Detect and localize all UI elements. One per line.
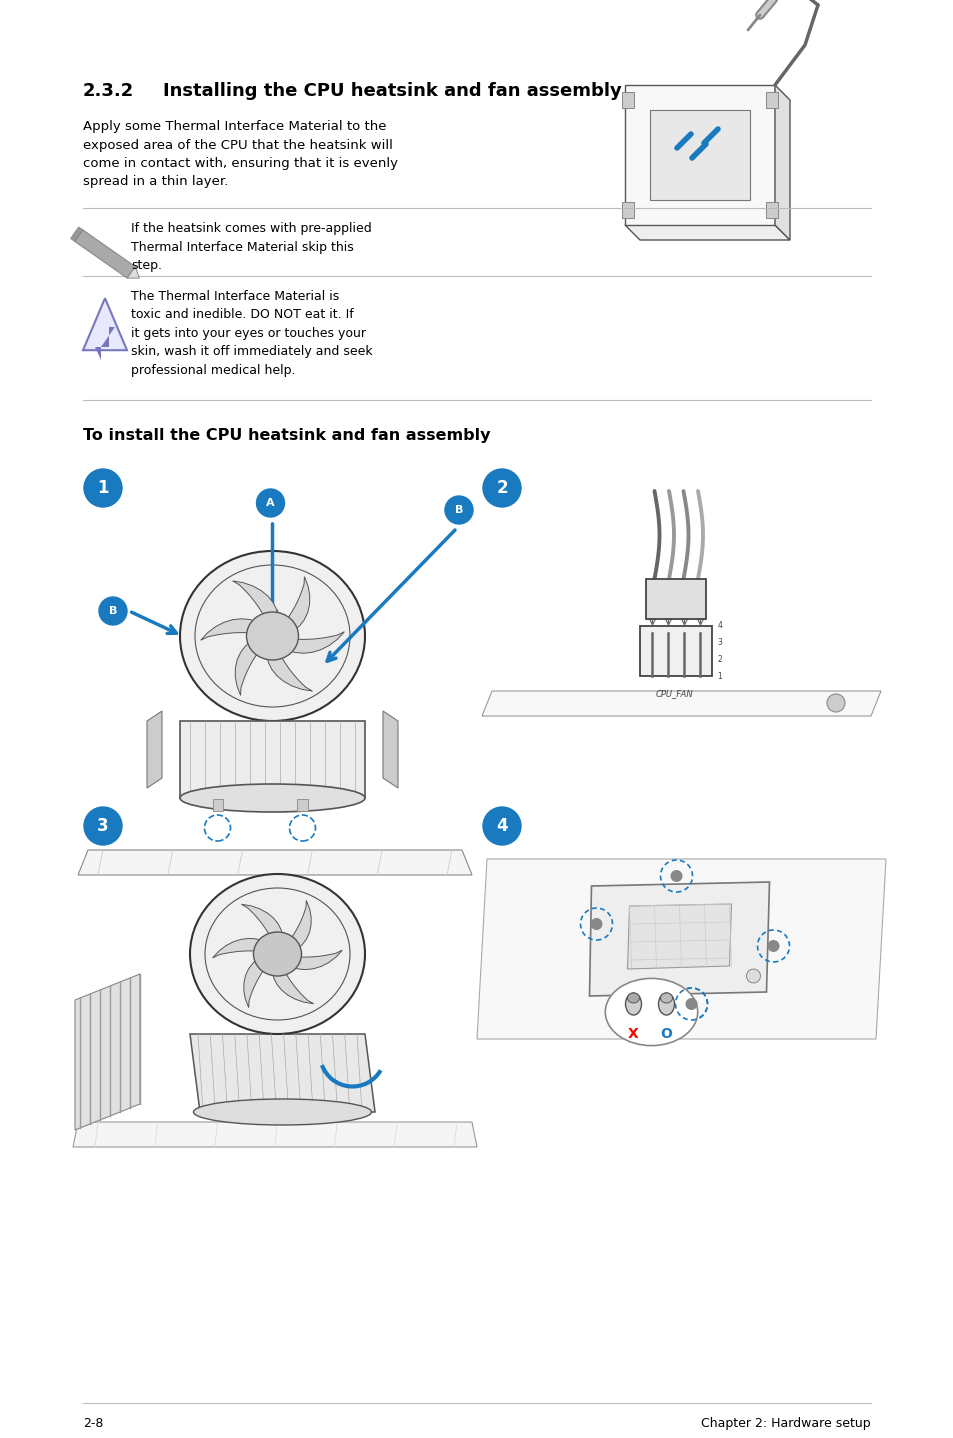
FancyBboxPatch shape: [765, 92, 778, 108]
Polygon shape: [213, 939, 263, 958]
Text: If the heatsink comes with pre-applied
Thermal Interface Material skip this
step: If the heatsink comes with pre-applied T…: [131, 221, 372, 272]
Polygon shape: [481, 692, 880, 716]
Text: Installing the CPU heatsink and fan assembly: Installing the CPU heatsink and fan asse…: [163, 82, 621, 101]
Text: A: A: [266, 498, 274, 508]
Polygon shape: [235, 641, 258, 696]
Circle shape: [745, 969, 760, 984]
Polygon shape: [147, 710, 162, 788]
Circle shape: [685, 998, 697, 1009]
Text: CPU_FAN: CPU_FAN: [655, 689, 693, 697]
FancyBboxPatch shape: [646, 580, 706, 618]
Circle shape: [99, 597, 127, 626]
Ellipse shape: [193, 1099, 371, 1125]
Ellipse shape: [190, 874, 365, 1034]
Text: 4
3
2
1: 4 3 2 1: [717, 621, 721, 680]
Polygon shape: [73, 1122, 476, 1148]
Polygon shape: [624, 85, 774, 224]
Ellipse shape: [625, 994, 640, 1015]
Text: B: B: [109, 605, 117, 615]
Polygon shape: [288, 631, 344, 653]
Text: The Thermal Interface Material is
toxic and inedible. DO NOT eat it. If
it gets : The Thermal Interface Material is toxic …: [131, 290, 373, 377]
Polygon shape: [233, 581, 278, 617]
Polygon shape: [244, 959, 265, 1008]
Ellipse shape: [658, 994, 674, 1015]
Text: 2.3.2: 2.3.2: [83, 82, 134, 101]
Text: To install the CPU heatsink and fan assembly: To install the CPU heatsink and fan asse…: [83, 429, 490, 443]
Text: B: B: [455, 505, 463, 515]
Text: 2: 2: [496, 479, 507, 498]
Text: 2-8: 2-8: [83, 1416, 103, 1429]
Polygon shape: [180, 720, 365, 798]
Ellipse shape: [604, 978, 697, 1045]
Polygon shape: [71, 227, 83, 242]
Polygon shape: [589, 881, 769, 997]
Text: 3: 3: [97, 817, 109, 835]
Polygon shape: [624, 224, 789, 240]
Circle shape: [84, 807, 122, 846]
Circle shape: [482, 807, 520, 846]
Polygon shape: [75, 974, 140, 1130]
Polygon shape: [78, 850, 472, 874]
Circle shape: [590, 917, 602, 930]
Polygon shape: [127, 266, 139, 278]
FancyBboxPatch shape: [213, 800, 222, 811]
Ellipse shape: [246, 613, 298, 660]
Polygon shape: [95, 306, 115, 360]
Ellipse shape: [180, 784, 365, 812]
Polygon shape: [83, 298, 127, 351]
Text: X: X: [627, 1027, 639, 1041]
Ellipse shape: [180, 551, 365, 720]
Polygon shape: [267, 654, 313, 692]
Text: 4: 4: [496, 817, 507, 835]
FancyBboxPatch shape: [765, 201, 778, 219]
Polygon shape: [200, 618, 256, 640]
Polygon shape: [627, 905, 731, 969]
FancyBboxPatch shape: [621, 92, 634, 108]
FancyBboxPatch shape: [639, 626, 712, 676]
Ellipse shape: [253, 932, 301, 976]
Text: Chapter 2: Hardware setup: Chapter 2: Hardware setup: [700, 1416, 870, 1429]
Circle shape: [826, 695, 844, 712]
Polygon shape: [292, 951, 342, 969]
Circle shape: [767, 940, 779, 952]
Circle shape: [444, 496, 473, 523]
Circle shape: [482, 469, 520, 508]
FancyBboxPatch shape: [649, 109, 749, 200]
Text: Apply some Thermal Interface Material to the
exposed area of the CPU that the he: Apply some Thermal Interface Material to…: [83, 119, 397, 188]
Polygon shape: [476, 858, 885, 1040]
Text: 1: 1: [97, 479, 109, 498]
Polygon shape: [774, 85, 789, 240]
Polygon shape: [74, 230, 135, 278]
FancyBboxPatch shape: [621, 201, 634, 219]
Ellipse shape: [627, 994, 639, 1002]
FancyBboxPatch shape: [297, 800, 307, 811]
Circle shape: [256, 489, 284, 518]
Polygon shape: [290, 900, 311, 949]
Polygon shape: [190, 1034, 375, 1112]
Circle shape: [670, 870, 681, 881]
Text: O: O: [659, 1027, 672, 1041]
Polygon shape: [382, 710, 397, 788]
Polygon shape: [286, 577, 310, 631]
Polygon shape: [241, 905, 282, 936]
Polygon shape: [272, 971, 314, 1004]
Ellipse shape: [659, 994, 672, 1002]
Circle shape: [84, 469, 122, 508]
